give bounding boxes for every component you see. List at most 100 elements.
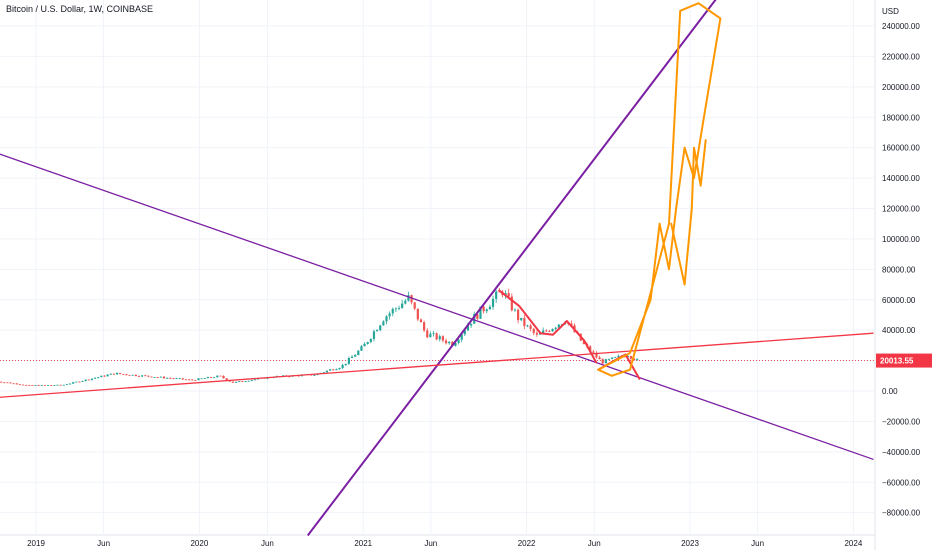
orange-freehand-projection[interactable] — [597, 2, 722, 377]
rising-trendline[interactable] — [306, 0, 717, 537]
candle-body — [203, 378, 206, 379]
candle-body — [93, 377, 97, 379]
candle-body — [53, 385, 56, 387]
candle-body — [144, 375, 147, 377]
candle-body — [357, 350, 360, 356]
candle-body — [423, 322, 426, 331]
candle-body — [551, 328, 554, 332]
candle-body — [435, 333, 438, 340]
candle-body — [128, 375, 131, 376]
candle-body — [388, 313, 391, 317]
candle-body — [238, 381, 241, 383]
candle-body — [216, 375, 219, 378]
candle-body — [369, 338, 372, 343]
candle-body — [172, 378, 175, 380]
candle-body — [109, 373, 112, 375]
candle-body — [134, 374, 137, 377]
candle-body — [366, 342, 369, 344]
candle-body — [178, 378, 181, 380]
red-freehand-top[interactable] — [498, 289, 597, 364]
candle-body — [350, 356, 354, 358]
candle-body — [517, 309, 520, 321]
candle-body — [325, 370, 329, 373]
candle-body — [582, 340, 586, 345]
candle-body — [137, 376, 141, 377]
candle-body — [614, 356, 617, 358]
y-tick-label: 100000.00 — [882, 235, 920, 244]
candle-body — [617, 355, 620, 357]
candle-body — [504, 293, 507, 296]
candle-body — [225, 378, 228, 381]
x-tick-label: 2024 — [844, 539, 862, 548]
candle-body — [119, 373, 122, 375]
grid-layer — [0, 0, 876, 550]
candle-body — [432, 333, 435, 335]
candle-body — [90, 378, 94, 380]
candle-body — [335, 369, 338, 371]
price-layer — [0, 287, 639, 387]
support-trendline[interactable] — [0, 332, 874, 398]
candle-body — [636, 359, 639, 361]
candle-body — [87, 379, 90, 381]
candle-body — [457, 339, 460, 343]
chart-title: Bitcoin / U.S. Dollar, 1W, COINBASE — [6, 4, 154, 14]
y-tick-label: 240000.00 — [882, 22, 920, 31]
candle-body — [479, 306, 482, 319]
last-price-text: 20013.55 — [880, 357, 914, 366]
x-tick-label: 2023 — [681, 539, 699, 548]
candle-body — [513, 309, 517, 311]
y-tick-label: 160000.00 — [882, 144, 920, 153]
candle-body — [21, 384, 25, 386]
candle-body — [206, 377, 209, 379]
candle-body — [28, 384, 31, 386]
axis-layer: USD 240000.00 220000.00 200000.00 180000.00… — [27, 7, 932, 548]
candle-body — [43, 384, 47, 386]
candle-body — [376, 330, 379, 332]
candle-body — [247, 380, 250, 382]
candle-body — [131, 374, 134, 376]
drawings-layer — [0, 0, 874, 537]
y-tick-label: 60000.00 — [882, 296, 916, 305]
candle-body — [194, 380, 197, 381]
falling-trendline[interactable] — [0, 148, 874, 461]
y-tick-label: −60000.00 — [882, 478, 921, 487]
candle-body — [175, 378, 178, 380]
candle-body — [532, 328, 535, 333]
candle-body — [122, 374, 125, 375]
candle-body — [241, 381, 244, 383]
candle-body — [595, 352, 598, 358]
candle-body — [72, 382, 75, 384]
orange-freehand-inner[interactable] — [670, 139, 707, 286]
candle-body — [542, 330, 545, 334]
candle-body — [37, 385, 40, 386]
candle-body — [397, 308, 401, 309]
y-tick-label: 220000.00 — [882, 52, 920, 61]
candle-body — [419, 319, 423, 323]
candle-body — [253, 379, 256, 381]
x-tick-label: 2019 — [27, 539, 45, 548]
last-price-badge — [876, 353, 932, 368]
candle-body — [15, 383, 18, 385]
candle-body — [332, 369, 335, 371]
candle-body — [407, 295, 410, 301]
candle-body — [379, 325, 382, 331]
candle-body — [200, 378, 203, 380]
y-tick-label: −20000.00 — [882, 417, 921, 426]
candle-body — [611, 357, 614, 359]
candle-body — [78, 381, 81, 383]
candle-body — [50, 385, 53, 386]
x-tick-label: Jun — [424, 539, 437, 548]
candle-body — [548, 330, 551, 332]
candle-body — [103, 375, 106, 377]
candle-body — [589, 346, 592, 352]
candle-body — [570, 323, 573, 326]
y-tick-label: 180000.00 — [882, 113, 920, 122]
candle-body — [147, 375, 150, 377]
candle-body — [454, 342, 457, 346]
y-tick-label: −80000.00 — [882, 509, 921, 518]
candle-body — [140, 375, 144, 377]
candle-body — [382, 321, 385, 326]
candle-body — [510, 296, 513, 311]
